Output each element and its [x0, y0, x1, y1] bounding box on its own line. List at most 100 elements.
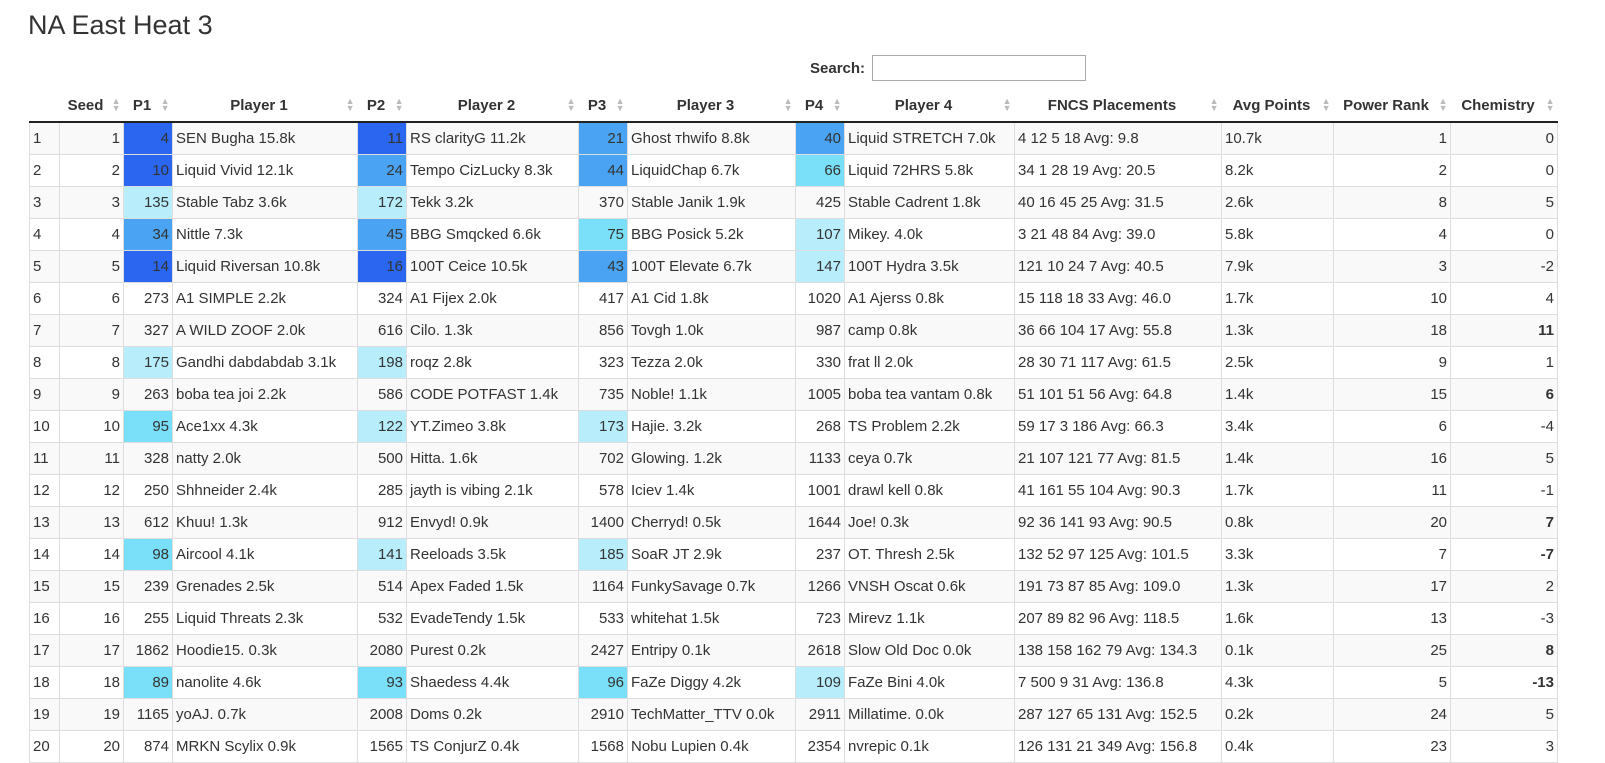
cell-seed: 16 — [59, 602, 124, 635]
cell-power-rank: 20 — [1333, 506, 1451, 539]
cell-player2: RS clarityG 11.2k — [406, 121, 579, 155]
cell-seed: 7 — [59, 314, 124, 347]
cell-player1: Gandhi dabdabdab 3.1k — [172, 346, 358, 379]
table-row: 18 18 89 nanolite 4.6k 93 Shaedess 4.4k 96 FaZe… — [29, 666, 1558, 699]
cell-seed: 15 — [59, 570, 124, 603]
cell-fncs-placements: 41 161 55 104 Avg: 90.3 — [1014, 474, 1222, 507]
cell-p1: 255 — [123, 602, 173, 635]
col-header-avg-points[interactable]: Avg Points ▲ ▼ — [1221, 89, 1334, 123]
col-header-p3[interactable]: P3 ▲ ▼ — [578, 89, 628, 123]
cell-player3: FunkySavage 0.7k — [627, 570, 796, 603]
cell-avg-points: 0.1k — [1221, 634, 1334, 667]
cell-avg-points: 8.2k — [1221, 154, 1334, 187]
cell-chemistry: 0 — [1450, 154, 1558, 187]
col-header-player4[interactable]: Player 4 ▲ ▼ — [844, 89, 1015, 123]
cell-p4: 268 — [795, 410, 845, 443]
cell-p3: 1400 — [578, 506, 628, 539]
cell-player2: Reeloads 3.5k — [406, 538, 579, 571]
cell-power-rank: 17 — [1333, 570, 1451, 603]
cell-seed: 3 — [59, 186, 124, 219]
table-row: 16 16 255 Liquid Threats 2.3k 532 EvadeTendy … — [29, 602, 1558, 635]
cell-index: 13 — [29, 506, 60, 539]
cell-player1: natty 2.0k — [172, 442, 358, 475]
col-header-player3[interactable]: Player 3 ▲ ▼ — [627, 89, 796, 123]
cell-p2: 2080 — [357, 634, 407, 667]
cell-chemistry: 2 — [1450, 570, 1558, 603]
cell-p1: 328 — [123, 442, 173, 475]
cell-fncs-placements: 59 17 3 186 Avg: 66.3 — [1014, 410, 1222, 443]
cell-fncs-placements: 7 500 9 31 Avg: 136.8 — [1014, 666, 1222, 699]
cell-index: 16 — [29, 602, 60, 635]
cell-power-rank: 25 — [1333, 634, 1451, 667]
cell-player1: Aircool 4.1k — [172, 538, 358, 571]
cell-player4: Mirevz 1.1k — [844, 602, 1015, 635]
cell-player2: Tempo CizLucky 8.3k — [406, 154, 579, 187]
cell-p3: 1164 — [578, 570, 628, 603]
cell-player4: camp 0.8k — [844, 314, 1015, 347]
table-row: 3 3 135 Stable Tabz 3.6k 172 Tekk 3.2k 370 Stab… — [29, 186, 1558, 219]
cell-fncs-placements: 207 89 82 96 Avg: 118.5 — [1014, 602, 1222, 635]
cell-avg-points: 3.3k — [1221, 538, 1334, 571]
cell-power-rank: 16 — [1333, 442, 1451, 475]
cell-p1: 4 — [123, 121, 173, 155]
cell-power-rank: 8 — [1333, 186, 1451, 219]
table-row: 7 7 327 A WILD ZOOF 2.0k 616 Cilo. 1.3k 856 Tov… — [29, 314, 1558, 347]
col-header-seed[interactable]: Seed ▲ ▼ — [59, 89, 124, 123]
table-row: 14 14 98 Aircool 4.1k 141 Reeloads 3.5k 185 Soa… — [29, 538, 1558, 571]
cell-index: 15 — [29, 570, 60, 603]
cell-p3: 185 — [578, 538, 628, 571]
cell-player4: Stable Cadrent 1.8k — [844, 186, 1015, 219]
cell-player1: MRKN Scylix 0.9k — [172, 730, 358, 763]
table-row: 9 9 263 boba tea joi 2.2k 586 CODE POTFAST 1.… — [29, 378, 1558, 411]
cell-p4: 1133 — [795, 442, 845, 475]
cell-p2: 93 — [357, 666, 407, 699]
cell-p3: 2427 — [578, 634, 628, 667]
col-header-p2[interactable]: P2 ▲ ▼ — [357, 89, 407, 123]
cell-player2: Envyd! 0.9k — [406, 506, 579, 539]
cell-seed: 18 — [59, 666, 124, 699]
col-header-p1[interactable]: P1 ▲ ▼ — [123, 89, 173, 123]
cell-seed: 8 — [59, 346, 124, 379]
cell-player3: Stable Janik 1.9k — [627, 186, 796, 219]
cell-seed: 13 — [59, 506, 124, 539]
col-header-player1[interactable]: Player 1 ▲ ▼ — [172, 89, 358, 123]
table-row: 2 2 10 Liquid Vivid 12.1k 24 Tempo CizLucky 8… — [29, 154, 1558, 187]
cell-player4: Mikey. 4.0k — [844, 218, 1015, 251]
cell-p4: 425 — [795, 186, 845, 219]
cell-chemistry: -1 — [1450, 474, 1558, 507]
table-row: 10 10 95 Ace1xx 4.3k 122 YT.Zimeo 3.8k 173 Haji… — [29, 410, 1558, 443]
cell-p1: 1165 — [123, 698, 173, 731]
cell-fncs-placements: 132 52 97 125 Avg: 101.5 — [1014, 538, 1222, 571]
col-header-p4[interactable]: P4 ▲ ▼ — [795, 89, 845, 123]
cell-index: 6 — [29, 282, 60, 315]
cell-fncs-placements: 121 10 24 7 Avg: 40.5 — [1014, 250, 1222, 283]
cell-player1: A1 SIMPLE 2.2k — [172, 282, 358, 315]
cell-p4: 2911 — [795, 698, 845, 731]
cell-p3: 417 — [578, 282, 628, 315]
table-row: 11 11 328 natty 2.0k 500 Hitta. 1.6k 702 Glowin… — [29, 442, 1558, 475]
col-header-player2[interactable]: Player 2 ▲ ▼ — [406, 89, 579, 123]
cell-avg-points: 0.4k — [1221, 730, 1334, 763]
cell-player2: YT.Zimeo 3.8k — [406, 410, 579, 443]
cell-power-rank: 5 — [1333, 666, 1451, 699]
cell-p4: 723 — [795, 602, 845, 635]
col-header-power-rank[interactable]: Power Rank ▲ ▼ — [1333, 89, 1451, 123]
cell-seed: 10 — [59, 410, 124, 443]
cell-p2: 172 — [357, 186, 407, 219]
cell-avg-points: 1.7k — [1221, 474, 1334, 507]
sort-arrows-icon: ▲ ▼ — [1002, 96, 1012, 113]
col-header-fncs-placements[interactable]: FNCS Placements ▲ ▼ — [1014, 89, 1222, 123]
col-header-chemistry[interactable]: Chemistry ▲ ▼ — [1450, 89, 1558, 123]
cell-p3: 43 — [578, 250, 628, 283]
cell-avg-points: 0.2k — [1221, 698, 1334, 731]
cell-p1: 263 — [123, 378, 173, 411]
table-row: 13 13 612 Khuu! 1.3k 912 Envyd! 0.9k 1400 Cherr… — [29, 506, 1558, 539]
cell-p4: 1020 — [795, 282, 845, 315]
cell-player3: Tovgh 1.0k — [627, 314, 796, 347]
cell-player4: A1 Ajerss 0.8k — [844, 282, 1015, 315]
cell-index: 20 — [29, 730, 60, 763]
cell-player1: boba tea joi 2.2k — [172, 378, 358, 411]
page-title: NA East Heat 3 — [28, 10, 213, 40]
search-input[interactable] — [872, 55, 1087, 81]
sort-arrows-icon: ▲ ▼ — [783, 96, 793, 113]
